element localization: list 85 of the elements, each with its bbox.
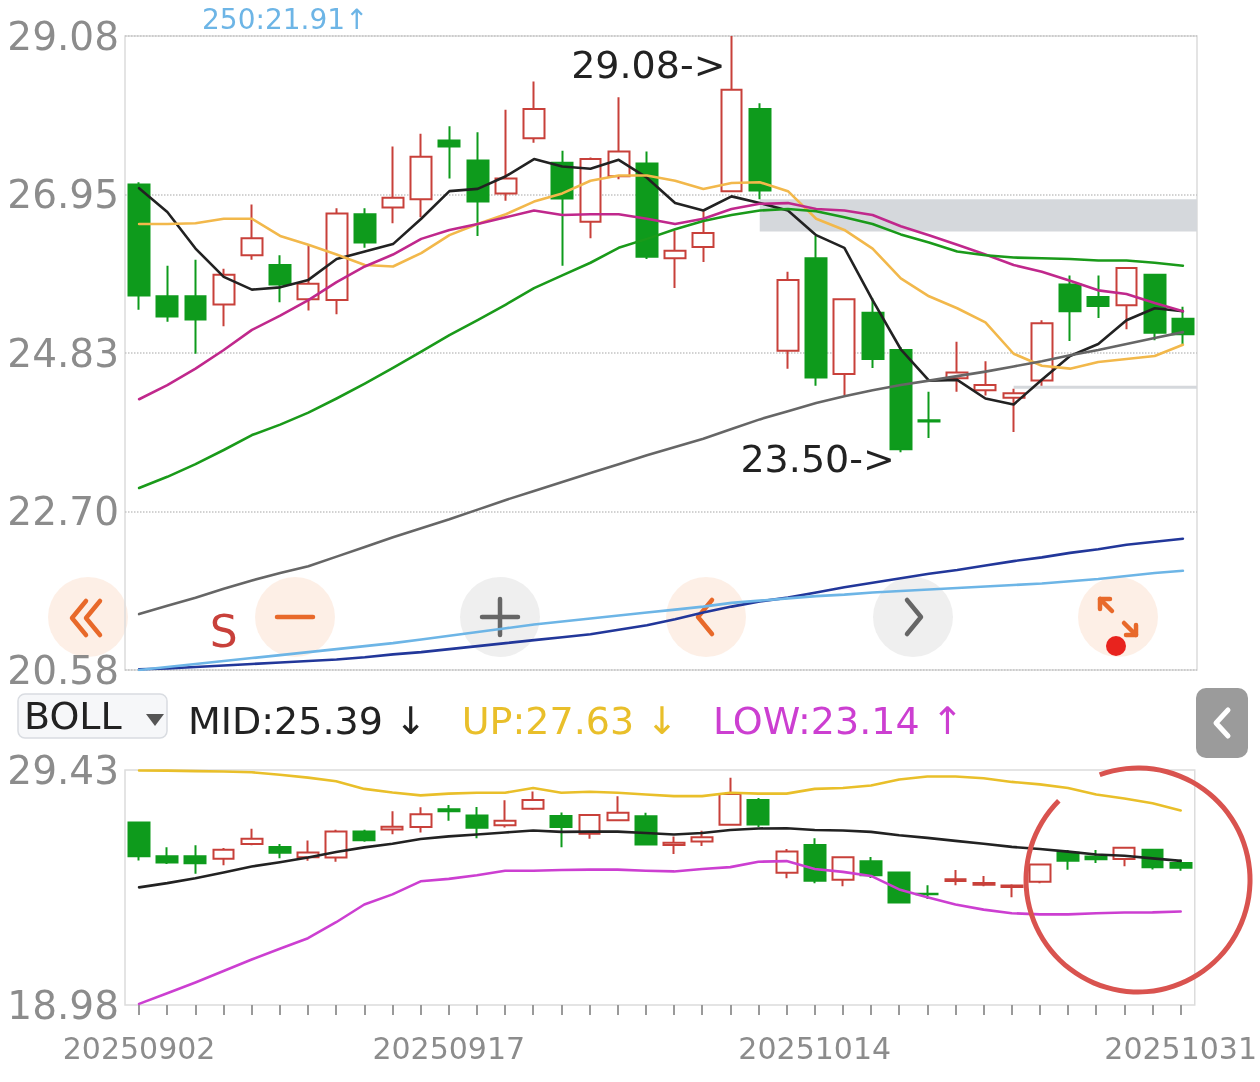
- candlestick: [889, 346, 913, 454]
- candlestick: [437, 125, 461, 180]
- candlestick: [720, 35, 743, 193]
- candlestick: [184, 258, 207, 355]
- candlestick: [1115, 266, 1138, 331]
- line-series: [137, 569, 1185, 672]
- candlestick: [466, 131, 490, 237]
- candlestick: [380, 810, 404, 836]
- y-tick-label: 29.43: [7, 747, 119, 793]
- x-tick-label: 20250917: [372, 1030, 526, 1066]
- candlestick: [718, 776, 742, 826]
- candlestick: [691, 210, 715, 263]
- candlestick: [155, 846, 179, 865]
- candlestick: [521, 790, 545, 812]
- candlestick: [634, 811, 658, 847]
- candlestick: [549, 811, 573, 849]
- candlestick: [832, 297, 856, 397]
- candlestick: [690, 829, 714, 848]
- candlestick: [493, 799, 517, 829]
- candlestick: [746, 797, 770, 829]
- candlestick: [972, 874, 996, 888]
- candlestick: [381, 145, 405, 225]
- candlestick: [296, 243, 320, 312]
- candlestick: [662, 835, 686, 855]
- candlestick: [917, 390, 941, 440]
- candlestick: [268, 254, 292, 304]
- x-tick-label: 20251031: [1104, 1030, 1258, 1066]
- annotation: S: [209, 606, 238, 658]
- candlestick: [1171, 305, 1195, 346]
- chart-title: BOLL: [24, 694, 122, 738]
- line-series: [137, 537, 1185, 671]
- candlestick: [353, 207, 377, 249]
- candlestick: [409, 132, 433, 219]
- candlestick: [1086, 274, 1110, 319]
- annotation: 23.50->: [740, 436, 895, 481]
- candlestick: [748, 102, 772, 201]
- candlestick: [776, 270, 800, 370]
- y-tick-label: 22.70: [7, 489, 119, 535]
- y-tick-label: 24.83: [7, 330, 119, 376]
- candlestick: [1084, 849, 1108, 864]
- line-series: [137, 174, 1185, 370]
- candlestick: [352, 828, 376, 843]
- candlestick: [1000, 883, 1024, 899]
- y-tick-label: 20.58: [7, 647, 119, 693]
- candlestick: [324, 828, 348, 863]
- candlestick: [663, 229, 687, 290]
- candlestick: [183, 844, 207, 875]
- candlestick: [522, 80, 546, 144]
- candlestick: [1143, 272, 1167, 342]
- line-series: [137, 201, 1185, 401]
- x-tick-label: 20251014: [738, 1030, 892, 1066]
- y-tick-label: 29.08: [7, 13, 119, 59]
- candlestick: [494, 108, 518, 202]
- candlestick: [268, 842, 292, 860]
- candlestick: [465, 805, 489, 840]
- y-tick-label: 18.98: [7, 982, 119, 1028]
- y-tick-label: 26.95: [7, 172, 119, 218]
- candlestick: [437, 804, 461, 822]
- series-label: UP:27.63 ↓: [461, 699, 679, 743]
- candlestick: [240, 203, 264, 261]
- candlestick: [212, 267, 236, 328]
- candlestick: [803, 837, 827, 885]
- candlestick: [1056, 849, 1080, 871]
- annotation: 29.08->: [571, 43, 726, 88]
- candlestick: [127, 181, 151, 311]
- candlestick: [1002, 387, 1026, 434]
- candlestick: [212, 847, 235, 867]
- candlestick: [155, 264, 179, 323]
- text: 250:21.91↑: [202, 2, 369, 36]
- line-series: [137, 769, 1182, 812]
- line-series: [137, 826, 1182, 889]
- line-series: [137, 859, 1182, 1006]
- candlestick: [973, 360, 997, 397]
- text: LOW:23.14 ↑: [713, 699, 964, 743]
- candlestick: [944, 869, 967, 887]
- candlestick: [1058, 274, 1082, 343]
- candlestick: [409, 806, 433, 834]
- candlestick: [804, 234, 828, 387]
- text: MID:25.39 ↓: [188, 699, 427, 743]
- candlestick: [240, 827, 264, 847]
- candlestick: [127, 820, 151, 862]
- candlestick: [1028, 862, 1052, 885]
- candlestick: [606, 795, 630, 823]
- candlestick: [325, 207, 349, 316]
- x-tick-label: 20250902: [62, 1030, 216, 1066]
